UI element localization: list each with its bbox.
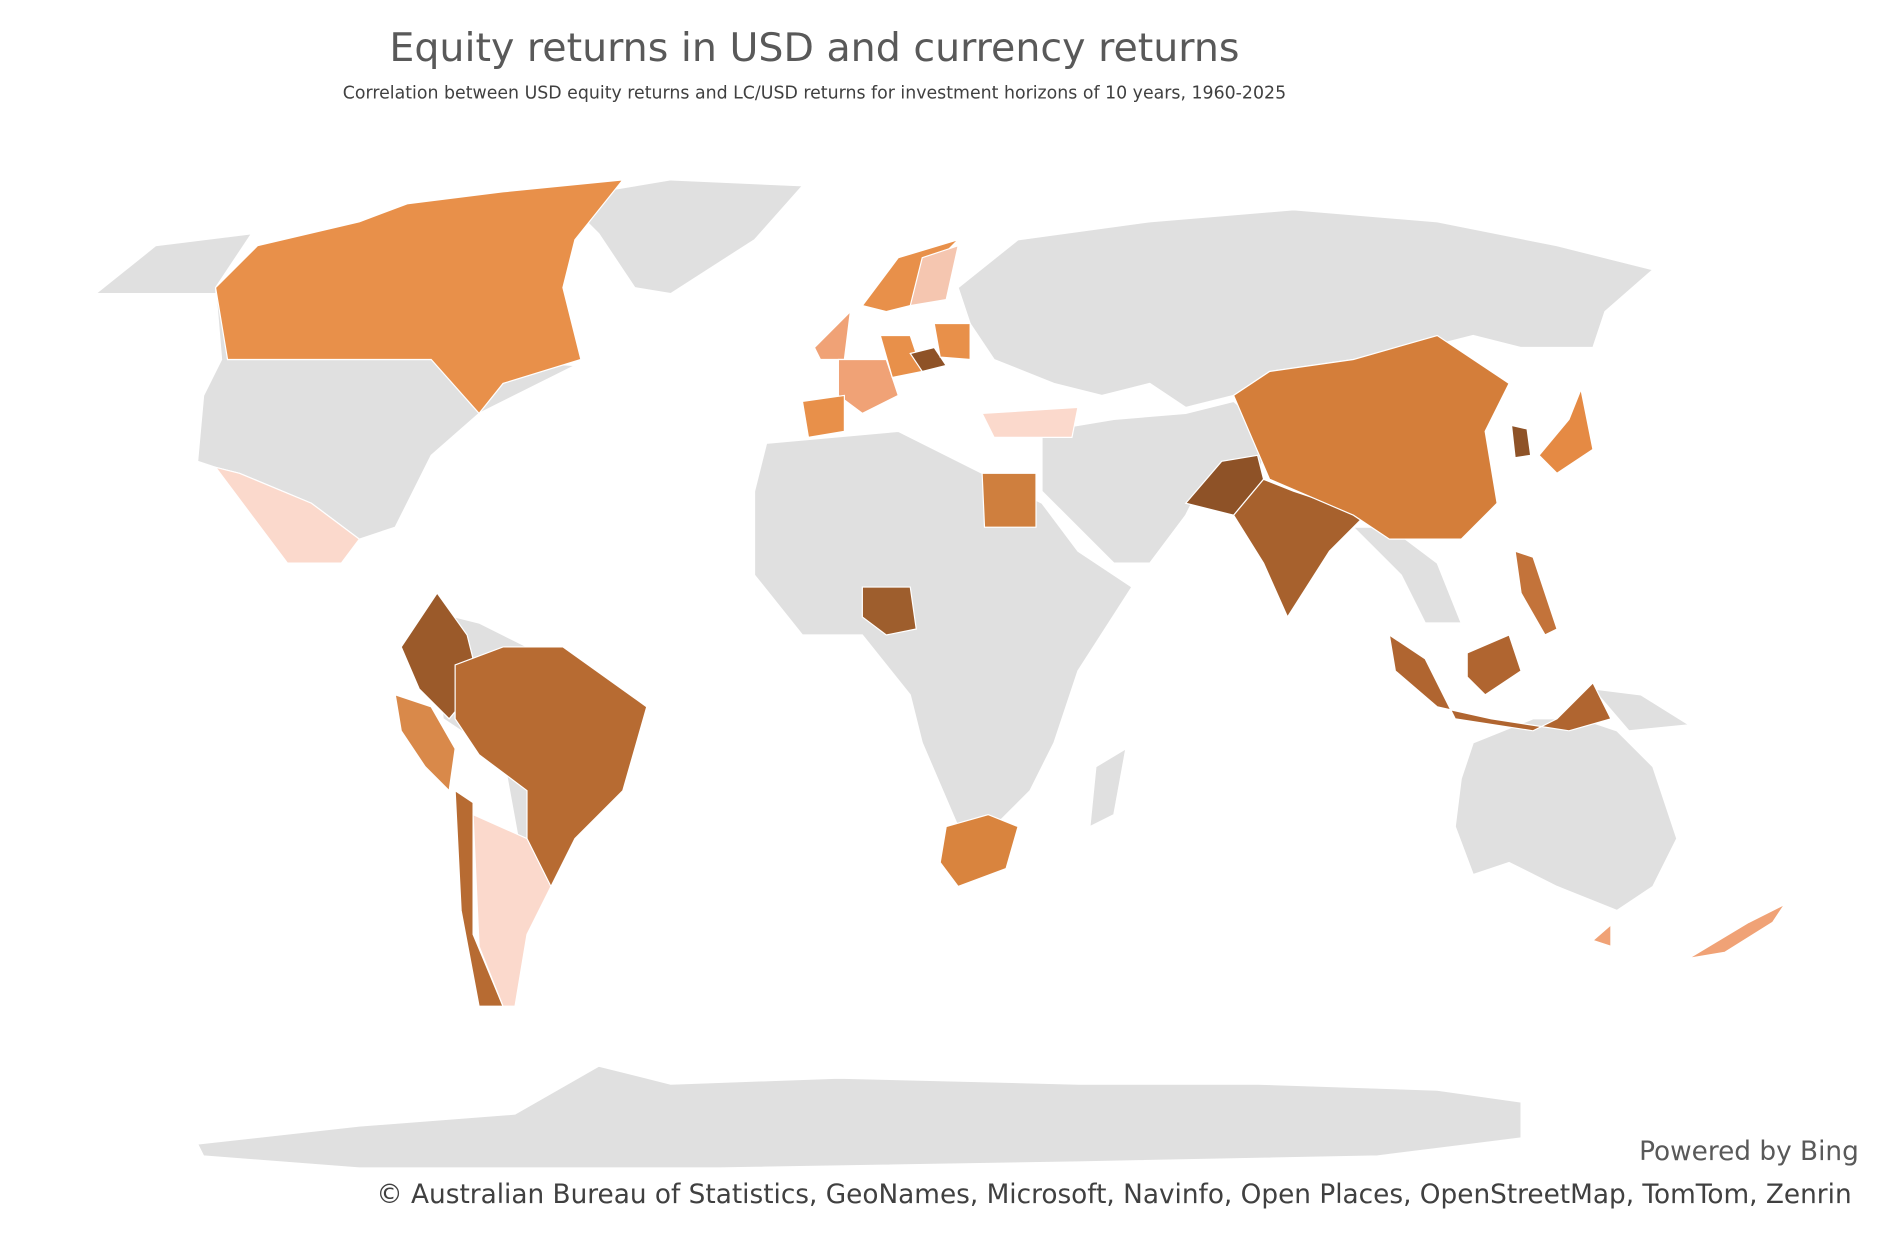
powered-by: Powered by Bing (1639, 1137, 1859, 1167)
attribution: © Australian Bureau of Statistics, GeoNa… (376, 1180, 1851, 1210)
subtitle: Correlation between USD equity returns a… (343, 84, 1286, 104)
title: Equity returns in USD and currency retur… (389, 25, 1239, 71)
regions-colored (214, 179, 1787, 1007)
